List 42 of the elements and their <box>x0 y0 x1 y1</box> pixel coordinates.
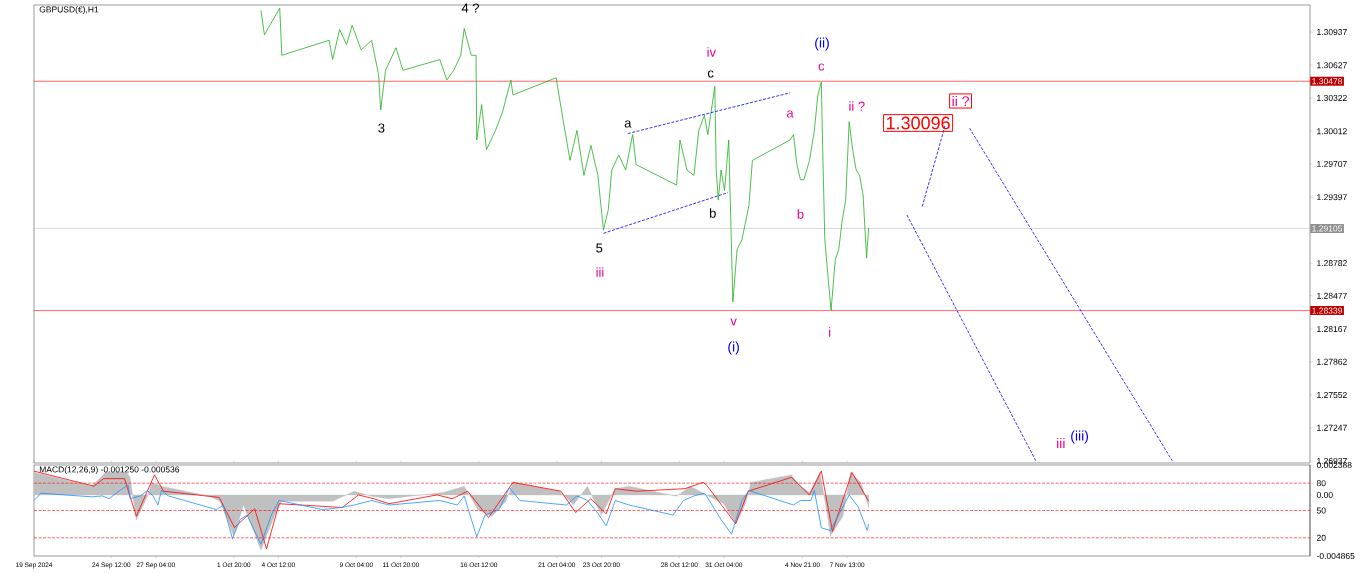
annotation: 1.30096 <box>886 116 950 130</box>
y-tick-label: 1.28477 <box>1317 292 1347 299</box>
y2-tick-label: 80 <box>1316 480 1326 487</box>
y-tick-label: 1.27862 <box>1317 358 1347 365</box>
annotation: ii ? <box>849 101 865 111</box>
annotation: 5 <box>596 243 603 253</box>
annotation: b <box>797 209 804 219</box>
y-tick-label: 1.30627 <box>1317 62 1347 69</box>
y2-tick-label: 20 <box>1316 534 1326 541</box>
y-tick-label: -0.004865 <box>1316 552 1355 559</box>
y-tick-label: 1.27552 <box>1317 392 1347 398</box>
y-tick-label: 1.28167 <box>1317 326 1347 333</box>
annotation: (i) <box>728 341 739 355</box>
y-tick-label: 1.30937 <box>1317 29 1347 36</box>
y-tick-label: 1.30322 <box>1317 94 1347 101</box>
ref-line-label: 1.28339 <box>1312 307 1343 314</box>
y-tick-label: 1.29397 <box>1317 194 1347 201</box>
annotation: a <box>624 120 632 128</box>
y-tick-label: 1.28782 <box>1317 260 1347 267</box>
annotation: 3 <box>378 123 385 133</box>
annotation: i <box>829 327 831 337</box>
annotation: c <box>818 63 825 71</box>
annotation: a <box>786 110 794 118</box>
annotation: c <box>707 70 714 78</box>
annotation: (iii) <box>1071 430 1089 444</box>
y-tick-label: 0.00 <box>1316 491 1333 498</box>
annotation: iii <box>1057 437 1065 449</box>
annotation: (ii) <box>815 37 829 51</box>
y-tick-label: 1.27247 <box>1317 424 1347 431</box>
annotation: b <box>709 208 716 218</box>
chart-title: GBPUSD(€),H1 <box>39 6 99 15</box>
ref-line-label: 1.29105 <box>1312 225 1343 232</box>
y-tick-label: 1.29707 <box>1317 160 1347 167</box>
y-tick-label: 1.30012 <box>1317 128 1347 135</box>
annotation: 4 ? <box>461 3 480 13</box>
annotation: iii <box>596 267 604 277</box>
annotation: ii ? <box>952 95 969 107</box>
y2-tick-label: 50 <box>1316 507 1326 514</box>
ref-line-label: 1.30478 <box>1312 78 1343 85</box>
annotation: iv <box>707 47 716 57</box>
y-tick-label: 1.26937 <box>1317 457 1347 464</box>
annotation: v <box>730 318 737 326</box>
